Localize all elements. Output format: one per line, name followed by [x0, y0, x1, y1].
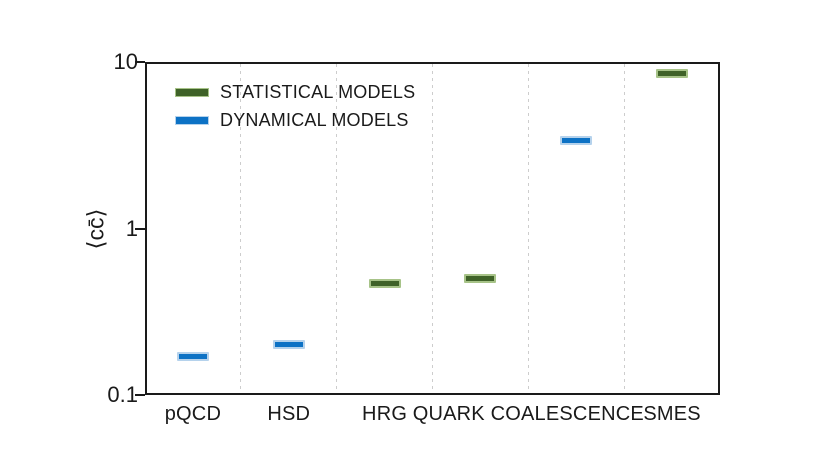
gridline	[623, 64, 625, 393]
legend-item-statistical-models: STATISTICAL MODELS	[175, 78, 415, 106]
marker-quark-coalescence	[560, 135, 593, 145]
y-tick-label: 1	[125, 215, 138, 241]
x-label-pqcd: pQCD	[164, 403, 222, 425]
legend-swatch-dynamical-icon	[175, 115, 209, 125]
marker-hsd	[272, 340, 305, 350]
x-label-quark-coalescence: QUARK COALESCENCE	[412, 403, 644, 425]
gridline	[336, 64, 338, 393]
marker-smes	[656, 69, 689, 79]
y-tick-mark	[135, 227, 145, 230]
legend-item-dynamical-models: DYNAMICAL MODELS	[175, 106, 415, 134]
y-tick-label: 10	[113, 49, 138, 74]
y-tick-mark	[135, 394, 145, 396]
legend-label-dynamical: DYNAMICAL MODELS	[220, 109, 409, 130]
x-label-hsd: HSD	[267, 403, 311, 425]
legend-label-statistical: STATISTICAL MODELS	[220, 81, 416, 102]
gridline	[240, 64, 242, 393]
plot-area: STATISTICAL MODELS DYNAMICAL MODELS	[145, 62, 720, 395]
legend: STATISTICAL MODELS DYNAMICAL MODELS	[175, 78, 415, 134]
x-label-smes: SMES	[643, 403, 701, 425]
x-label-hrg: HRG	[362, 403, 408, 425]
y-tick-label: 0.1	[107, 382, 138, 407]
gridline	[432, 64, 433, 393]
gridline	[527, 64, 529, 393]
marker-quark-coalescence	[464, 274, 497, 284]
marker-pqcd	[176, 352, 209, 362]
marker-hrg	[368, 278, 401, 288]
legend-swatch-statistical-icon	[175, 87, 209, 97]
y-tick-mark	[135, 61, 145, 63]
